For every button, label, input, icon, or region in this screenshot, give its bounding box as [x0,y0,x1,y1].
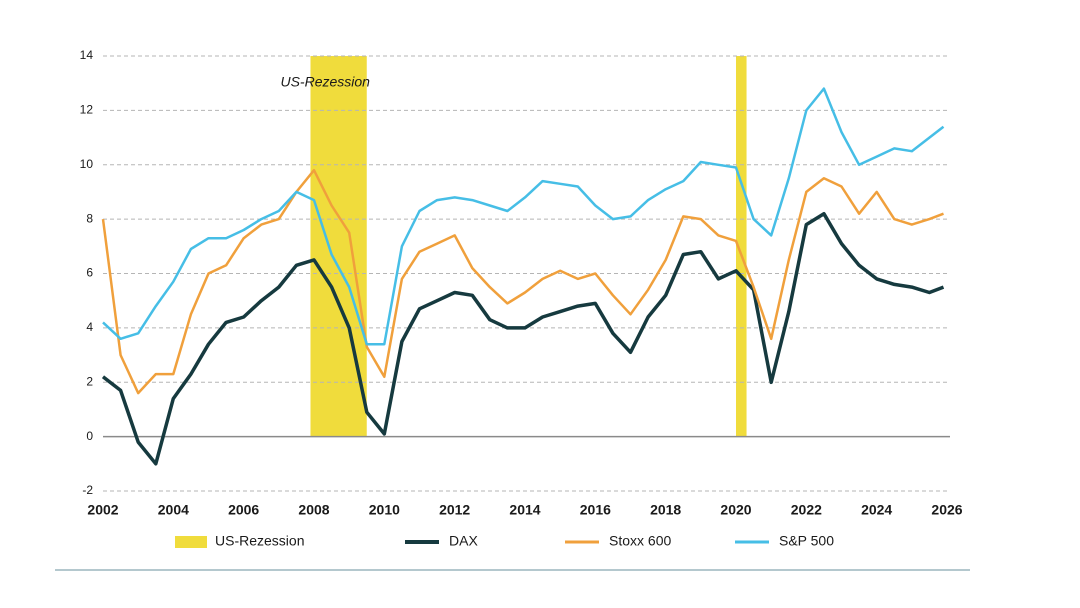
x-tick-label: 2012 [439,502,470,518]
y-tick-label: 2 [86,374,93,388]
legend-label: Stoxx 600 [609,533,671,549]
y-tick-label: 0 [86,429,93,443]
x-tick-label: 2024 [861,502,892,518]
x-tick-label: 2018 [650,502,681,518]
x-tick-label: 2020 [720,502,751,518]
legend-swatch [175,536,207,548]
series-line [101,168,944,395]
annotation: US-Rezession [280,74,370,90]
y-tick-label: -2 [82,483,93,497]
y-tick-label: 10 [80,157,94,171]
x-tick-label: 2008 [298,502,329,518]
y-tick-label: 6 [86,266,93,280]
series-line [101,211,945,466]
series-line [102,87,945,346]
x-tick-label: 2006 [228,502,259,518]
x-tick-label: 2022 [791,502,822,518]
y-tick-label: 12 [80,103,94,117]
y-tick-label: 14 [80,48,94,62]
x-tick-label: 2016 [580,502,611,518]
recession-band [736,56,747,437]
x-tick-label: 2004 [158,502,189,518]
x-tick-label: 2026 [931,502,962,518]
legend-label: S&P 500 [779,533,834,549]
x-tick-label: 2014 [509,502,540,518]
x-tick-label: 2010 [369,502,400,518]
legend-label: US-Rezession [215,533,304,549]
y-tick-label: 8 [86,211,93,225]
y-tick-label: 4 [86,320,93,334]
legend-label: DAX [449,533,478,549]
x-tick-label: 2002 [87,502,118,518]
